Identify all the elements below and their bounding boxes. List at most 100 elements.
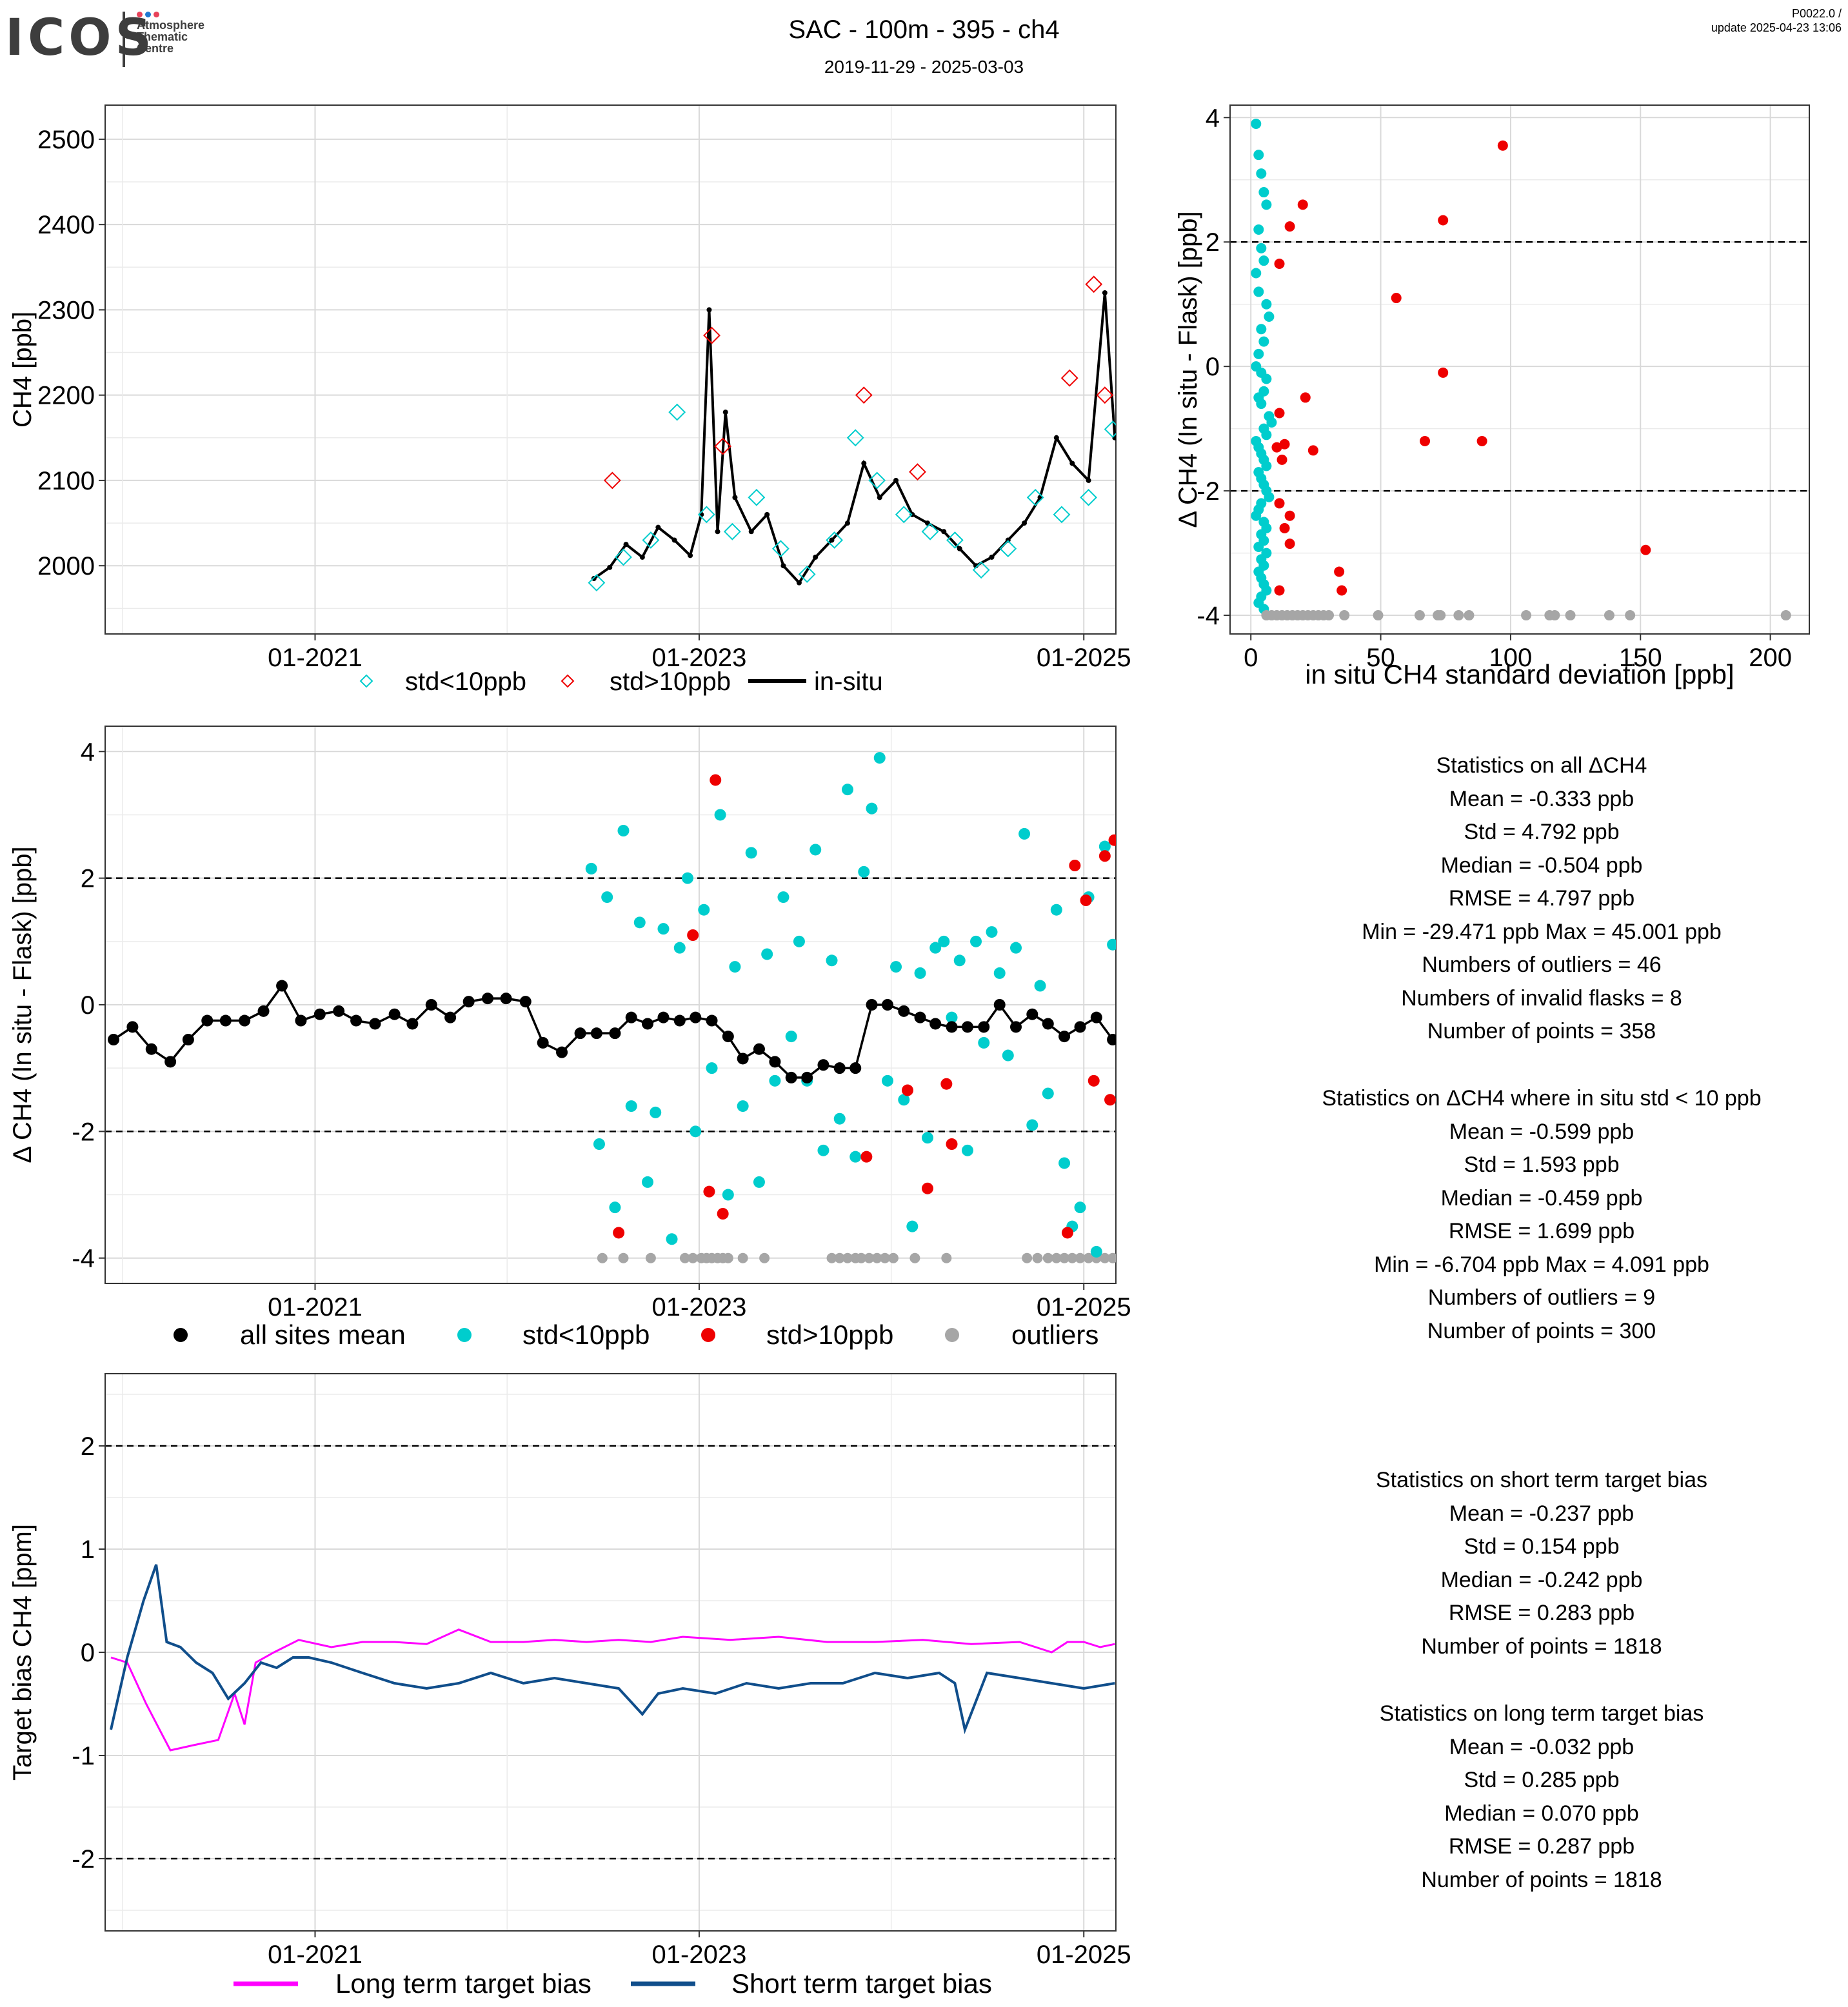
stats-line: Std = 0.285 ppb xyxy=(1464,1768,1620,1792)
all-sites-mean-point xyxy=(500,993,512,1005)
stats-line: RMSE = 4.797 ppb xyxy=(1448,886,1635,911)
std-lt-10-point xyxy=(666,1233,678,1245)
y-axis-label: Δ CH4 (In situ - Flask) [ppb] xyxy=(8,846,37,1163)
stats-line: Numbers of outliers = 9 xyxy=(1427,1285,1656,1310)
x-tick-label: 01-2021 xyxy=(268,1941,363,1969)
std-lt-10-point xyxy=(1074,1201,1086,1214)
in-situ-point xyxy=(688,553,693,559)
legend-std-lt-10-icon xyxy=(359,674,373,688)
std-lt-10-point xyxy=(1258,187,1269,198)
std-lt-10-point xyxy=(1026,1119,1038,1131)
std-lt-10-marker xyxy=(1080,488,1097,506)
std-lt-10-point xyxy=(1034,980,1046,992)
stats-all: Statistics on all ΔCH4 Mean = -0.333 ppb… xyxy=(1213,749,1848,1049)
std-lt-10-point xyxy=(682,872,694,884)
std-lt-10-point xyxy=(625,1100,637,1112)
stats-insitu: Statistics on ΔCH4 where in situ std < 1… xyxy=(1213,1082,1848,1348)
all-sites-mean-point xyxy=(295,1014,307,1027)
legend-std-lt-10-icon xyxy=(457,1328,472,1342)
std-lt-10-marker xyxy=(771,540,790,558)
y-tick-label: 0 xyxy=(81,991,95,1020)
std-lt-10-point xyxy=(1107,938,1116,951)
x-tick-label: 01-2023 xyxy=(652,1293,747,1321)
y-tick-label: 2200 xyxy=(37,382,95,410)
std-gt-10-marker xyxy=(855,386,873,404)
std-lt-10-marker xyxy=(1053,506,1071,524)
version-line: P0022.0 / xyxy=(1791,7,1842,20)
stats-long-term: Statistics on long term target bias Mean… xyxy=(1213,1697,1848,1897)
in-situ-point xyxy=(796,580,802,586)
all-sites-mean-point xyxy=(978,1021,990,1033)
std-lt-10-point xyxy=(753,1176,765,1188)
std-gt-10-point xyxy=(1271,442,1282,453)
outlier-point xyxy=(871,1252,882,1263)
std-lt-10-point xyxy=(1266,417,1277,428)
outlier-point xyxy=(1414,610,1425,621)
all-sites-mean-point xyxy=(1042,1018,1054,1030)
std-lt-10-point xyxy=(961,1144,973,1156)
all-sites-mean-point xyxy=(164,1056,177,1068)
all-sites-mean-point xyxy=(182,1034,194,1045)
outlier-point xyxy=(856,1252,867,1263)
std-lt-10-point xyxy=(1261,299,1272,310)
outlier-point xyxy=(1083,1252,1094,1263)
legend-std-gt-10-icon xyxy=(561,674,575,688)
in-situ-point xyxy=(764,511,770,517)
std-lt-10-point xyxy=(898,1094,910,1106)
std-gt-10-point xyxy=(1284,510,1295,521)
std-lt-10-point xyxy=(1261,199,1272,210)
outlier-point xyxy=(1453,610,1464,621)
stats-line: Mean = -0.599 ppb xyxy=(1449,1119,1634,1144)
outlier-point xyxy=(1339,610,1350,621)
stats-line: Number of points = 1818 xyxy=(1421,1867,1662,1892)
all-sites-mean-point xyxy=(801,1071,813,1083)
all-sites-mean-point xyxy=(1107,1034,1116,1045)
legend-label: std>10ppb xyxy=(610,667,731,696)
std-lt-10-marker xyxy=(748,488,766,506)
plot-area xyxy=(588,275,1116,592)
std-lt-10-point xyxy=(761,948,773,960)
outlier-point xyxy=(1604,610,1615,621)
std-gt-10-point xyxy=(901,1084,913,1096)
y-tick-label: 2500 xyxy=(37,126,95,154)
std-lt-10-point xyxy=(1264,491,1275,502)
all-sites-mean-point xyxy=(519,996,532,1008)
in-situ-point xyxy=(748,529,754,535)
outlier-point xyxy=(1549,610,1560,621)
page-title: SAC - 100m - 395 - ch4 xyxy=(788,15,1060,44)
all-sites-mean-point xyxy=(1010,1021,1022,1033)
all-sites-mean-point xyxy=(313,1008,326,1020)
logo-dot-icon xyxy=(154,12,159,17)
std-lt-10-point xyxy=(849,1151,862,1163)
all-sites-mean-point xyxy=(482,993,494,1005)
all-sites-mean-point xyxy=(350,1014,363,1027)
all-sites-mean-point xyxy=(425,999,437,1011)
in-situ-point xyxy=(844,520,850,526)
x-tick-label: 01-2025 xyxy=(1037,1941,1131,1969)
legend-all-sites-mean-icon xyxy=(174,1328,188,1342)
outlier-point xyxy=(597,1252,608,1263)
std-lt-10-point xyxy=(1253,541,1264,552)
std-lt-10-marker xyxy=(946,531,964,549)
all-sites-mean-point xyxy=(444,1011,457,1023)
legend-label: Short term target bias xyxy=(731,1968,992,1999)
std-lt-10-point xyxy=(601,891,613,904)
all-sites-mean-point xyxy=(257,1005,270,1017)
std-lt-10-point xyxy=(1050,904,1062,916)
in-situ-point xyxy=(1086,477,1091,483)
x-tick-label: 01-2025 xyxy=(1037,644,1131,672)
std-gt-10-marker xyxy=(1060,369,1078,387)
x-tick-label: 01-2021 xyxy=(268,1293,363,1321)
in-situ-point xyxy=(780,563,786,569)
std-gt-10-point xyxy=(946,1138,958,1150)
outlier-point xyxy=(1324,610,1335,621)
std-gt-10-point xyxy=(1080,895,1092,906)
all-sites-mean-point xyxy=(642,1018,654,1030)
in-situ-point xyxy=(623,542,629,548)
std-gt-10-marker xyxy=(603,471,621,489)
y-tick-label: 2 xyxy=(81,1432,95,1461)
plot-area xyxy=(108,752,1116,1263)
outlier-point xyxy=(1059,1252,1070,1263)
std-lt-10-point xyxy=(722,1189,734,1201)
all-sites-mean-point xyxy=(406,1018,419,1030)
